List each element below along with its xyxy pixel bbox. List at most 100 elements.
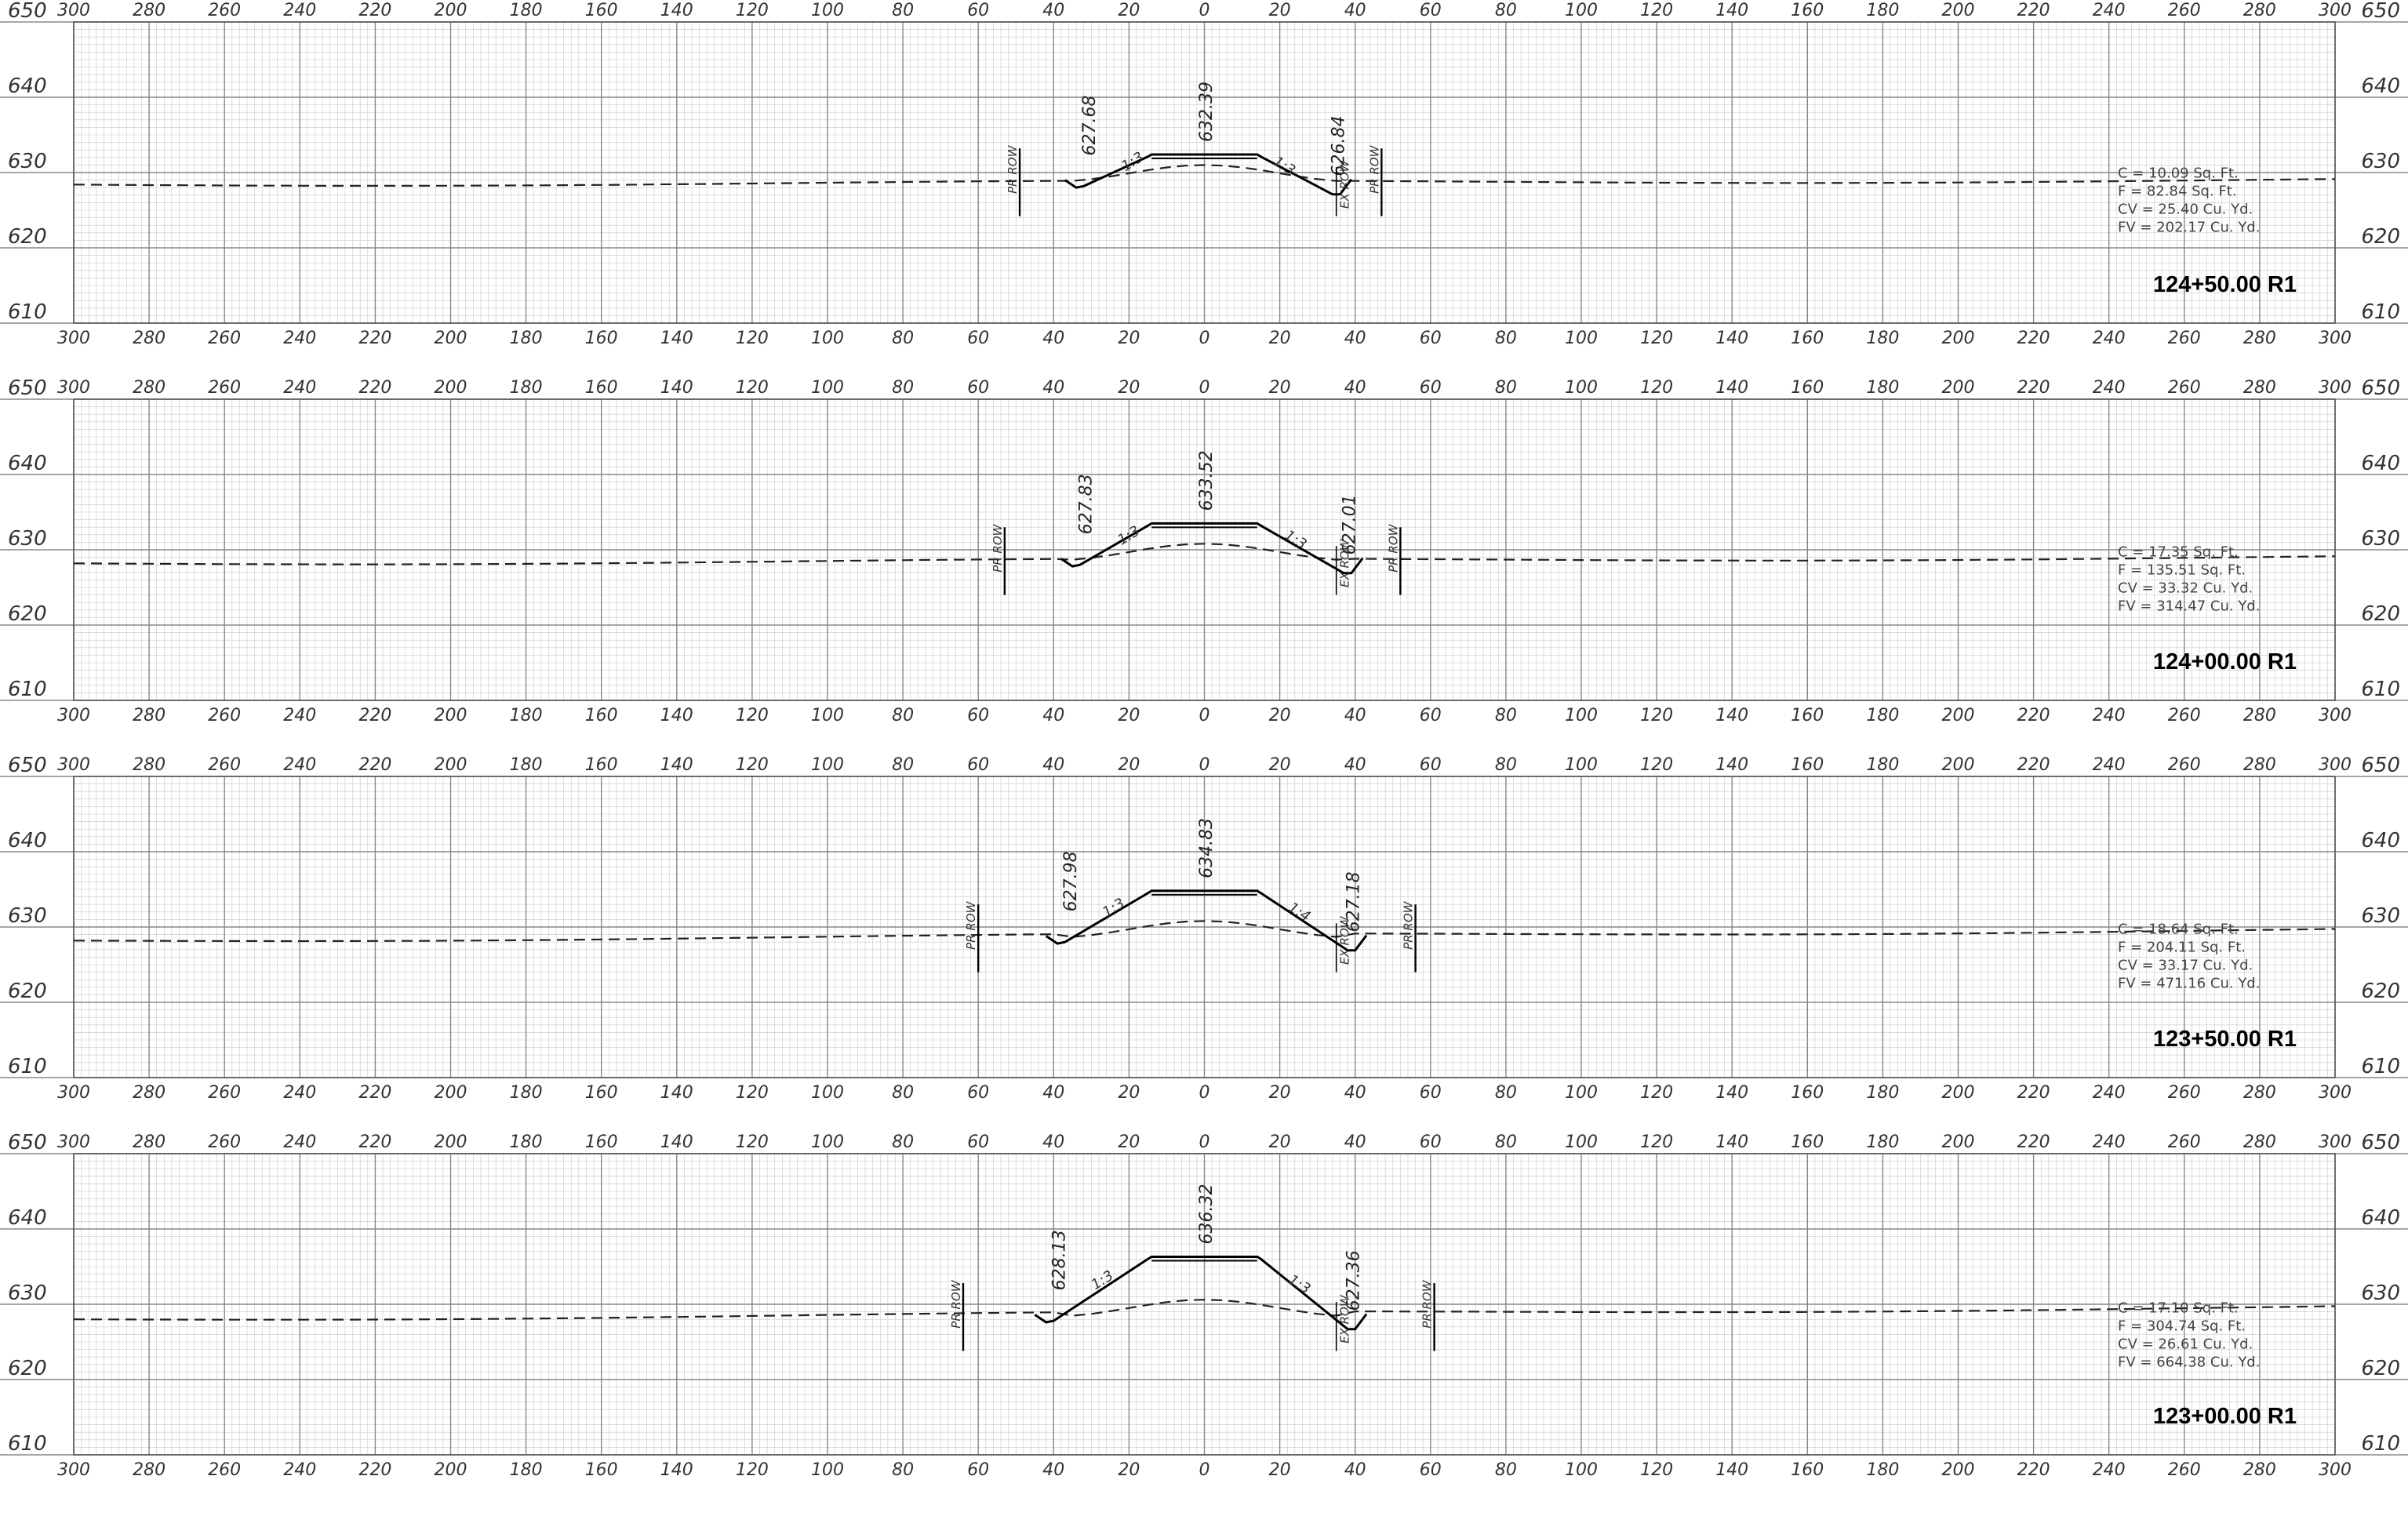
- x-tick-label-bottom: 80: [892, 329, 914, 348]
- x-tick-label-bottom: 120: [736, 329, 769, 348]
- x-tick-label-top: 60: [1420, 378, 1442, 398]
- x-tick-label-bottom: 220: [358, 706, 391, 725]
- right-toe-elevation-label: 627.18: [1344, 871, 1364, 932]
- y-tick-label-right: 610: [2361, 300, 2400, 324]
- x-tick-label-bottom: 160: [585, 1460, 618, 1480]
- y-tick-label-right: 630: [2361, 1282, 2400, 1305]
- x-tick-label-top: 40: [1042, 1132, 1064, 1152]
- cross-section-panel: 3003002802802602602402402202202002001801…: [0, 1131, 2408, 1480]
- y-tick-label-left: 620: [8, 225, 47, 249]
- left-toe-elevation-label: 628.13: [1050, 1230, 1070, 1290]
- proposed-section-line: [1060, 522, 1364, 575]
- left-toe-elevation-label: 627.83: [1076, 474, 1096, 534]
- y-tick-label-left: 610: [8, 1432, 47, 1456]
- x-tick-label-top: 240: [283, 1132, 316, 1152]
- x-tick-label-top: 160: [1791, 378, 1824, 398]
- x-tick-label-top: 180: [510, 755, 543, 775]
- x-tick-label-top: 20: [1269, 1, 1291, 20]
- x-tick-label-top: 300: [2319, 1, 2352, 20]
- proposed-section-line: [1034, 1256, 1368, 1331]
- quantity-line: F = 82.84 Sq. Ft.: [2118, 183, 2237, 199]
- x-tick-label-bottom: 260: [208, 1083, 241, 1103]
- y-tick-label-right: 610: [2361, 678, 2400, 701]
- x-tick-label-bottom: 40: [1042, 1460, 1064, 1480]
- x-tick-label-bottom: 180: [510, 1460, 543, 1480]
- x-tick-label-top: 140: [1715, 378, 1748, 398]
- x-tick-label-bottom: 160: [1791, 1460, 1824, 1480]
- x-tick-label-bottom: 80: [1495, 1460, 1517, 1480]
- x-tick-label-top: 140: [1715, 1, 1748, 20]
- x-tick-label-bottom: 260: [208, 329, 241, 348]
- right-pr-row-marker-label: PR ROW: [1420, 1279, 1435, 1328]
- y-tick-label-right: 650: [2361, 0, 2400, 23]
- x-tick-label-top: 220: [358, 1132, 391, 1152]
- y-tick-label-right: 610: [2361, 1432, 2400, 1456]
- y-tick-label-left: 640: [8, 452, 47, 475]
- x-tick-label-bottom: 200: [435, 706, 467, 725]
- x-tick-label-bottom: 40: [1042, 706, 1064, 725]
- y-tick-label-left: 620: [8, 1357, 47, 1380]
- x-tick-label-bottom: 260: [2168, 706, 2201, 725]
- x-tick-label-bottom: 60: [1420, 329, 1442, 348]
- x-tick-label-bottom: 40: [1344, 1460, 1366, 1480]
- x-tick-label-top: 300: [2319, 1132, 2352, 1152]
- x-tick-label-top: 20: [1118, 755, 1140, 775]
- x-tick-label-top: 180: [1866, 1132, 1899, 1152]
- x-tick-label-top: 20: [1269, 755, 1291, 775]
- x-tick-label-top: 120: [736, 755, 769, 775]
- ex-row-label: EX ROW: [1338, 1294, 1352, 1343]
- x-tick-label-bottom: 20: [1269, 1083, 1291, 1103]
- x-tick-label-top: 120: [1640, 1132, 1673, 1152]
- x-tick-label-bottom: 200: [435, 1083, 467, 1103]
- x-tick-label-top: 160: [1791, 1, 1824, 20]
- quantity-line: CV = 33.32 Cu. Yd.: [2118, 580, 2253, 596]
- x-tick-label-top: 180: [1866, 755, 1899, 775]
- x-tick-label-bottom: 60: [1420, 1083, 1442, 1103]
- x-tick-label-top: 60: [967, 755, 989, 775]
- x-tick-label-bottom: 20: [1118, 1083, 1140, 1103]
- x-tick-label-top: 300: [57, 1, 90, 20]
- quantity-line: F = 135.51 Sq. Ft.: [2118, 562, 2246, 578]
- x-tick-label-top: 180: [510, 378, 543, 398]
- quantity-line: F = 204.11 Sq. Ft.: [2118, 939, 2246, 955]
- x-tick-label-bottom: 20: [1269, 706, 1291, 725]
- x-tick-label-top: 0: [1199, 1, 1210, 20]
- x-tick-label-bottom: 20: [1118, 706, 1140, 725]
- x-tick-label-bottom: 40: [1344, 1083, 1366, 1103]
- x-tick-label-top: 240: [2093, 1132, 2126, 1152]
- x-tick-label-top: 20: [1118, 378, 1140, 398]
- x-tick-label-top: 80: [892, 378, 914, 398]
- x-tick-label-bottom: 160: [1791, 1083, 1824, 1103]
- x-tick-label-top: 200: [435, 755, 467, 775]
- x-tick-label-bottom: 0: [1199, 1460, 1210, 1480]
- x-tick-label-bottom: 180: [510, 1083, 543, 1103]
- x-tick-label-bottom: 200: [1942, 1460, 1975, 1480]
- existing-ground-line: [73, 1299, 2336, 1321]
- x-tick-label-bottom: 120: [736, 706, 769, 725]
- x-tick-label-top: 160: [1791, 755, 1824, 775]
- x-tick-label-bottom: 160: [1791, 706, 1824, 725]
- left-toe-elevation-label: 627.68: [1080, 95, 1100, 155]
- existing-ground-line: [73, 920, 2336, 943]
- x-tick-label-bottom: 280: [133, 706, 166, 725]
- x-tick-label-top: 220: [2017, 755, 2050, 775]
- x-tick-label-top: 240: [2093, 378, 2126, 398]
- x-tick-label-bottom: 80: [1495, 706, 1517, 725]
- x-tick-label-bottom: 240: [283, 706, 316, 725]
- y-tick-label-right: 650: [2361, 754, 2400, 777]
- x-tick-label-bottom: 120: [1640, 1460, 1673, 1480]
- quantity-line: CV = 26.61 Cu. Yd.: [2118, 1336, 2253, 1352]
- x-tick-label-top: 180: [510, 1, 543, 20]
- x-tick-label-top: 60: [1420, 1132, 1442, 1152]
- x-tick-label-top: 140: [660, 378, 693, 398]
- x-tick-label-top: 240: [2093, 1, 2126, 20]
- x-tick-label-bottom: 260: [208, 1460, 241, 1480]
- x-tick-label-bottom: 80: [1495, 329, 1517, 348]
- y-tick-label-right: 640: [2361, 829, 2400, 853]
- x-tick-label-top: 220: [2017, 1132, 2050, 1152]
- x-tick-label-top: 40: [1042, 755, 1064, 775]
- x-tick-label-top: 120: [1640, 755, 1673, 775]
- x-tick-label-bottom: 260: [2168, 329, 2201, 348]
- centerline-elevation-label: 633.52: [1197, 450, 1217, 511]
